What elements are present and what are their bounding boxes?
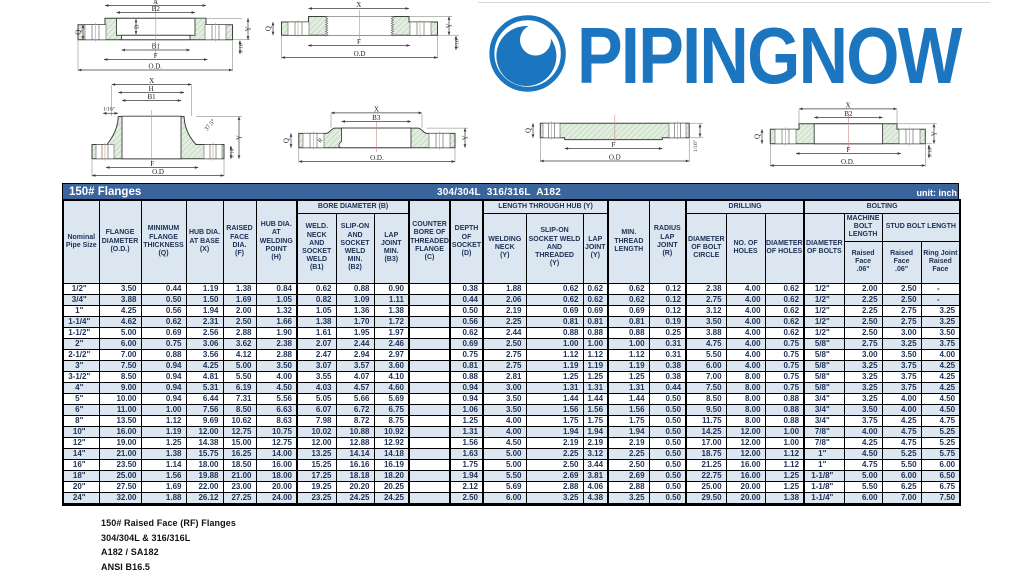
svg-text:Y: Y (462, 135, 470, 140)
svg-text:B1: B1 (152, 43, 161, 51)
svg-text:R: R (317, 137, 324, 144)
svg-text:F: F (847, 146, 851, 154)
svg-text:Q: Q (525, 128, 533, 133)
svg-text:F: F (357, 38, 361, 46)
svg-text:X: X (845, 101, 850, 109)
svg-text:O.D.: O.D. (148, 63, 162, 71)
svg-text:F: F (150, 160, 154, 168)
svg-text:F: F (612, 141, 616, 149)
svg-text:Y: Y (236, 135, 244, 140)
svg-text:O.D.: O.D. (841, 158, 855, 166)
svg-text:1/16": 1/16" (103, 107, 115, 113)
svg-text:1/16": 1/16" (239, 41, 245, 53)
svg-text:O.D: O.D (354, 50, 366, 58)
svg-text:X: X (356, 1, 361, 9)
svg-text:Q: Q (75, 30, 83, 35)
svg-text:1/16": 1/16" (455, 37, 461, 49)
svg-text:O.D: O.D (609, 154, 621, 162)
svg-text:1/16": 1/16" (928, 145, 934, 157)
svg-text:Y: Y (446, 23, 454, 28)
svg-text:A: A (153, 0, 158, 6)
svg-text:B1: B1 (148, 93, 157, 101)
svg-text:F: F (154, 52, 158, 60)
svg-text:O.D.: O.D. (370, 154, 384, 162)
svg-text:Y: Y (245, 26, 253, 31)
svg-text:X: X (149, 78, 154, 85)
svg-text:37.5°: 37.5° (203, 117, 217, 132)
svg-text:H: H (149, 85, 154, 93)
svg-text:D: D (135, 24, 141, 29)
svg-text:B3: B3 (372, 114, 381, 122)
svg-text:B2: B2 (844, 110, 853, 118)
svg-text:Q: Q (265, 26, 273, 31)
svg-text:Q: Q (754, 134, 762, 139)
svg-text:O.D: O.D (152, 168, 164, 176)
svg-text:B2: B2 (152, 5, 161, 13)
svg-text:1/16": 1/16" (230, 146, 236, 158)
svg-text:1/16": 1/16" (693, 140, 699, 152)
svg-text:X: X (374, 105, 379, 113)
svg-text:Q: Q (283, 138, 291, 143)
svg-text:Y: Y (931, 131, 939, 136)
